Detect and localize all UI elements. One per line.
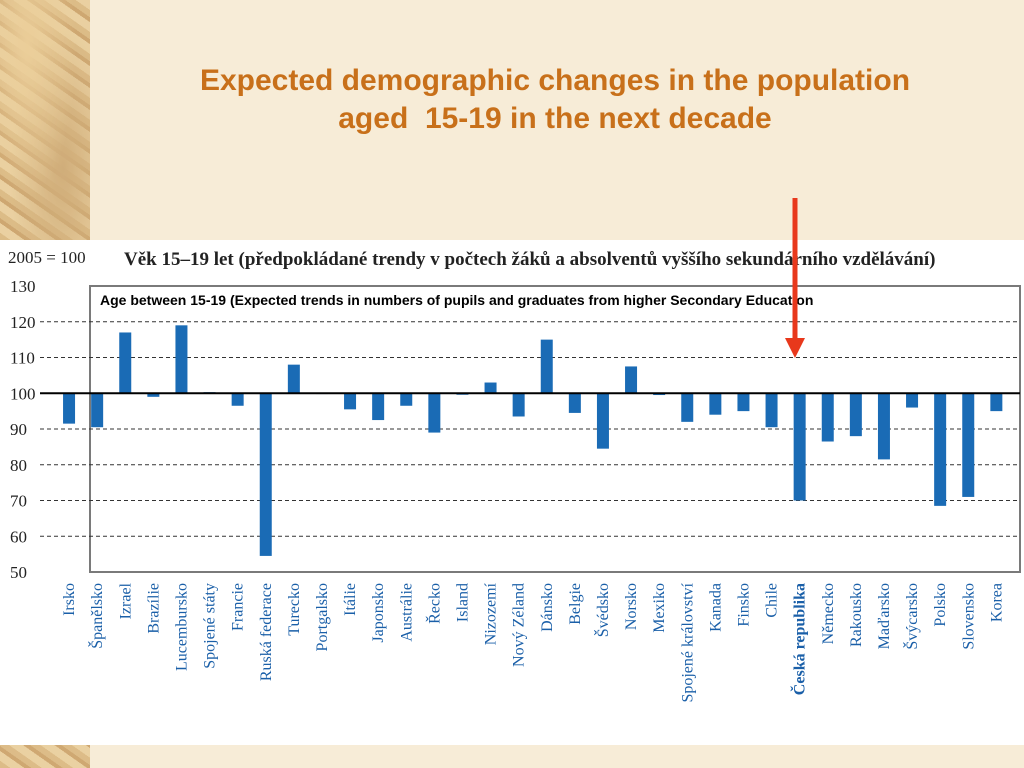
chart-annotation: Age between 15-19 (Expected trends in nu… [100,292,813,308]
bar [63,393,76,424]
y-tick-label: 110 [10,349,35,368]
x-tick-label: Turecko [286,583,303,636]
x-tick-label: Japonsko [370,583,387,643]
slide-title-line2: aged 15-19 in the next decade [338,102,772,135]
bar [596,393,609,449]
bottom-strip [90,745,1024,768]
bar [91,393,104,428]
x-tick-label: Německo [820,583,837,644]
x-tick-label: Finsko [735,583,752,627]
bar [428,393,441,433]
bar [344,393,357,410]
bar [512,393,525,417]
x-tick-label: Mexiko [651,583,668,633]
arrow-head [785,338,805,358]
x-tick-label: Nizozemí [483,582,500,645]
y-axis: 50 60 70 80 90 100 110 120 130 [10,277,36,582]
x-tick-label: Rakousko [848,583,865,647]
bar [119,332,132,394]
x-tick-label: Polsko [932,583,949,627]
x-tick-label: Lucembursko [173,583,190,671]
bar [568,393,581,413]
x-tick-label: Francie [230,583,247,631]
x-tick-label: Dánsko [539,583,556,632]
bars [63,325,1003,556]
decorative-map-border [0,0,90,240]
bar [484,382,497,394]
bar [821,393,834,442]
x-tick-label: Česká republika [790,583,809,695]
x-tick-label: Švédsko [593,583,612,637]
slide-title: Expected demographic changes in the popu… [110,62,1000,138]
bar [849,393,862,437]
bar [765,393,778,428]
x-tick-label: Island [454,583,471,622]
bar [934,393,947,506]
bar [372,393,385,421]
category-labels: Irsko Španělsko Izrael Brazílie Lucembursko S… [61,582,1005,702]
x-tick-label: Nový Zéland [511,583,528,667]
x-tick-label: Izrael [117,582,134,619]
x-tick-label: Spojené království [679,582,696,702]
x-tick-label: Brazílie [145,583,162,634]
bar [906,393,919,408]
bar [877,393,890,460]
bar [681,393,694,422]
x-tick-label: Řecko [424,583,443,624]
y-tick-label: 90 [10,420,27,439]
bar [175,325,188,394]
x-tick-label: Švýcarsko [902,583,921,650]
bar [709,393,722,415]
bar [147,393,160,397]
x-tick-label: Belgie [567,583,584,625]
x-tick-label: Itálie [342,583,359,616]
highlight-arrow [785,198,805,358]
bar [625,366,638,394]
x-tick-label: Austrálie [398,583,415,642]
bar [962,393,975,497]
y-tick-label: 70 [10,492,27,511]
x-tick-label: Ruská federace [258,583,275,681]
base-label: 2005 = 100 [8,248,86,267]
decorative-map-border-bottom [0,745,90,768]
y-tick-label: 130 [10,277,36,296]
x-tick-label: Maďarsko [876,583,893,649]
slide-title-line1: Expected demographic changes in the popu… [199,64,911,97]
bar [990,393,1003,412]
y-tick-label: 80 [10,456,27,475]
bar [540,339,553,394]
gridlines [40,321,1020,537]
chart-title: Věk 15–19 let (předpokládané trendy v po… [124,249,935,270]
x-tick-label: Korea [988,583,1005,622]
y-tick-label: 100 [10,384,36,403]
bar [287,364,300,394]
x-tick-label: Norsko [623,583,640,630]
chart-background [0,240,1024,745]
bar [737,393,750,412]
x-tick-label: Slovensko [960,583,977,650]
bar [793,393,806,501]
x-tick-label: Portgalsko [314,583,331,651]
x-tick-label: Irsko [61,583,78,616]
bar [231,393,244,406]
y-tick-label: 120 [10,313,36,332]
x-tick-label: Španělsko [87,583,106,649]
y-tick-label: 60 [10,527,27,546]
y-tick-label: 50 [10,563,27,582]
x-tick-label: Kanada [707,583,724,632]
bar [259,393,272,556]
bar [400,393,413,406]
x-tick-label: Spojené státy [202,583,219,669]
x-tick-label: Chile [764,583,781,618]
